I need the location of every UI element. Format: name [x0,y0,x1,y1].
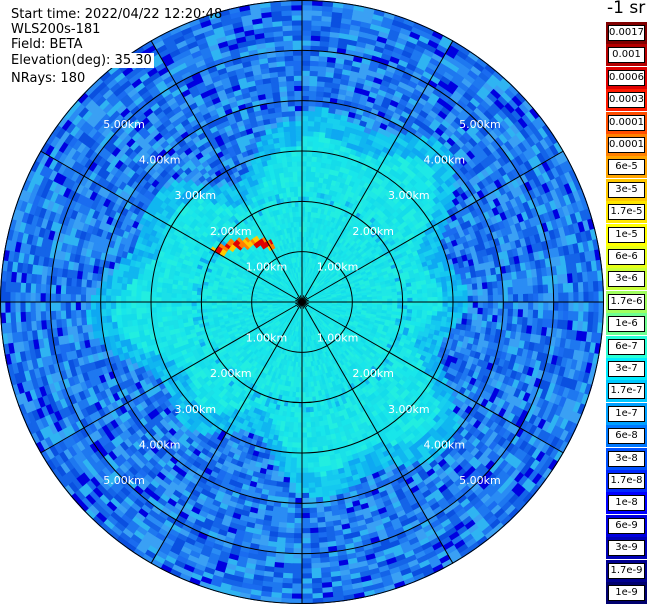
ring-label: 5.00km [103,474,145,487]
colorbar-swatch: 1.7e-8 [606,470,647,492]
colorbar-tick-label: 0.00017 [608,114,645,131]
colorbar-swatch: 0.00017 [606,111,647,134]
colorbar-swatch: 0.0006 [606,66,647,89]
colorbar-tick-label: 1e-5 [608,226,645,243]
colorbar-tick-label: 1e-9 [608,585,645,601]
colorbar-tick-label: 1.7e-7 [608,383,645,400]
colorbar-swatch: 3e-9 [606,537,647,560]
colorbar-swatch: 3e-8 [606,447,647,470]
colorbar-tick-label: 1.7e-5 [608,204,645,221]
colorbar-tick-label: 6e-5 [608,159,645,176]
radial-spoke [150,301,303,564]
colorbar-swatch: 1.7e-9 [606,559,647,582]
ring-label: 3.00km [174,189,216,202]
ring-label: 2.00km [210,225,252,238]
colorbar-tick-label: 0.001 [608,47,645,64]
ring-label: 2.00km [352,225,394,238]
colorbar-tick-label: 1e-8 [608,495,645,512]
ring-label: 4.00km [424,154,466,167]
colorbar-swatch: 6e-9 [606,514,647,537]
ring-label: 4.00km [139,154,181,167]
colorbar-swatch: 1e-7 [606,402,647,425]
radial-spoke [301,150,564,303]
radial-spoke [150,40,303,303]
colorbar-swatch: 1.7e-7 [606,380,647,403]
colorbar-tick-label: 1e-6 [608,316,645,333]
colorbar-swatch: 0.0003 [606,89,647,112]
elevation-label: Elevation(deg): 35.30 [11,53,154,68]
ring-label: 3.00km [388,189,430,202]
ring-label: 4.00km [424,438,466,451]
colorbar-tick-label: 3e-5 [608,181,645,198]
colorbar-swatch: 6e-6 [606,246,647,268]
ring-label: 2.00km [210,367,252,380]
range-labels: 1.00km 1.00km 1.00km 1.00km 2.00km 2.00km 2.00… [103,118,500,487]
colorbar-swatch: 3e-6 [606,268,647,291]
colorbar-tick-label: 3e-9 [608,540,645,557]
colorbar-tick-label: 1e-7 [608,405,645,422]
colorbar-swatch: 0.0001 [606,134,647,156]
ring-label: 3.00km [174,403,216,416]
radial-spoke [40,150,303,303]
colorbar-tick-label: 0.0001 [608,137,645,153]
colorbar-swatch: 1e-5 [606,223,647,246]
ring-label: 4.00km [139,438,181,451]
nrays-label: NRays: 180 [11,71,86,86]
ring-label: 1.00km [246,260,288,273]
colorbar-tick-label: 6e-8 [608,428,645,445]
colorbar-swatch: 1e-6 [606,313,647,336]
ring-label: 5.00km [459,118,501,131]
colorbar-swatch: 6e-8 [606,425,647,448]
colorbar-swatch: 0.0017 [606,22,647,44]
colorbar-tick-label: 6e-7 [608,338,645,355]
radial-spoke [301,301,564,454]
colorbar-swatch: 0.001 [606,44,647,67]
colorbar-swatch: 3e-7 [606,358,647,380]
colorbar-swatch: 1.7e-5 [606,201,647,224]
colorbar-tick-label: 1.7e-8 [608,473,645,489]
colorbar-tick-label: 0.0006 [608,69,645,86]
ring-label: 1.00km [246,332,288,345]
radial-spoke [40,301,303,454]
start-time-label: Start time: 2022/04/22 12:20:48 [11,7,223,22]
colorbar-swatch: 1e-9 [606,582,647,604]
colorbar-tick-label: 6e-9 [608,517,645,534]
colorbar-swatch: 6e-5 [606,156,647,179]
ring-label: 2.00km [352,367,394,380]
range-grid [0,0,604,604]
colorbar-tick-label: 0.0017 [608,25,645,41]
ring-label: 3.00km [388,403,430,416]
instrument-label: WLS200s-181 [11,22,101,37]
ring-label: 1.00km [317,260,359,273]
colorbar-tick-label: 3e-6 [608,271,645,288]
colorbar-units: -1 sr [607,0,646,18]
ring-label: 5.00km [459,474,501,487]
colorbar-tick-label: 1.7e-6 [608,293,645,310]
colorbar-tick-label: 1.7e-9 [608,562,645,579]
colorbar-tick-label: 3e-8 [608,450,645,467]
colorbar-swatch: 3e-5 [606,178,647,201]
radial-spoke [301,301,454,564]
field-label: Field: BETA [11,37,83,52]
colorbar: 0.0017 0.001 0.0006 0.0003 0.00017 0.0001 6e-5… [606,22,647,607]
colorbar-swatch: 1e-8 [606,492,647,515]
colorbar-tick-label: 6e-6 [608,249,645,265]
radial-spoke [301,40,454,303]
colorbar-swatch: 6e-7 [606,335,647,358]
colorbar-tick-label: 3e-7 [608,361,645,377]
colorbar-tick-label: 0.0003 [608,92,645,109]
ring-label: 1.00km [317,332,359,345]
colorbar-swatch: 1.7e-6 [606,290,647,313]
ring-label: 5.00km [103,118,145,131]
